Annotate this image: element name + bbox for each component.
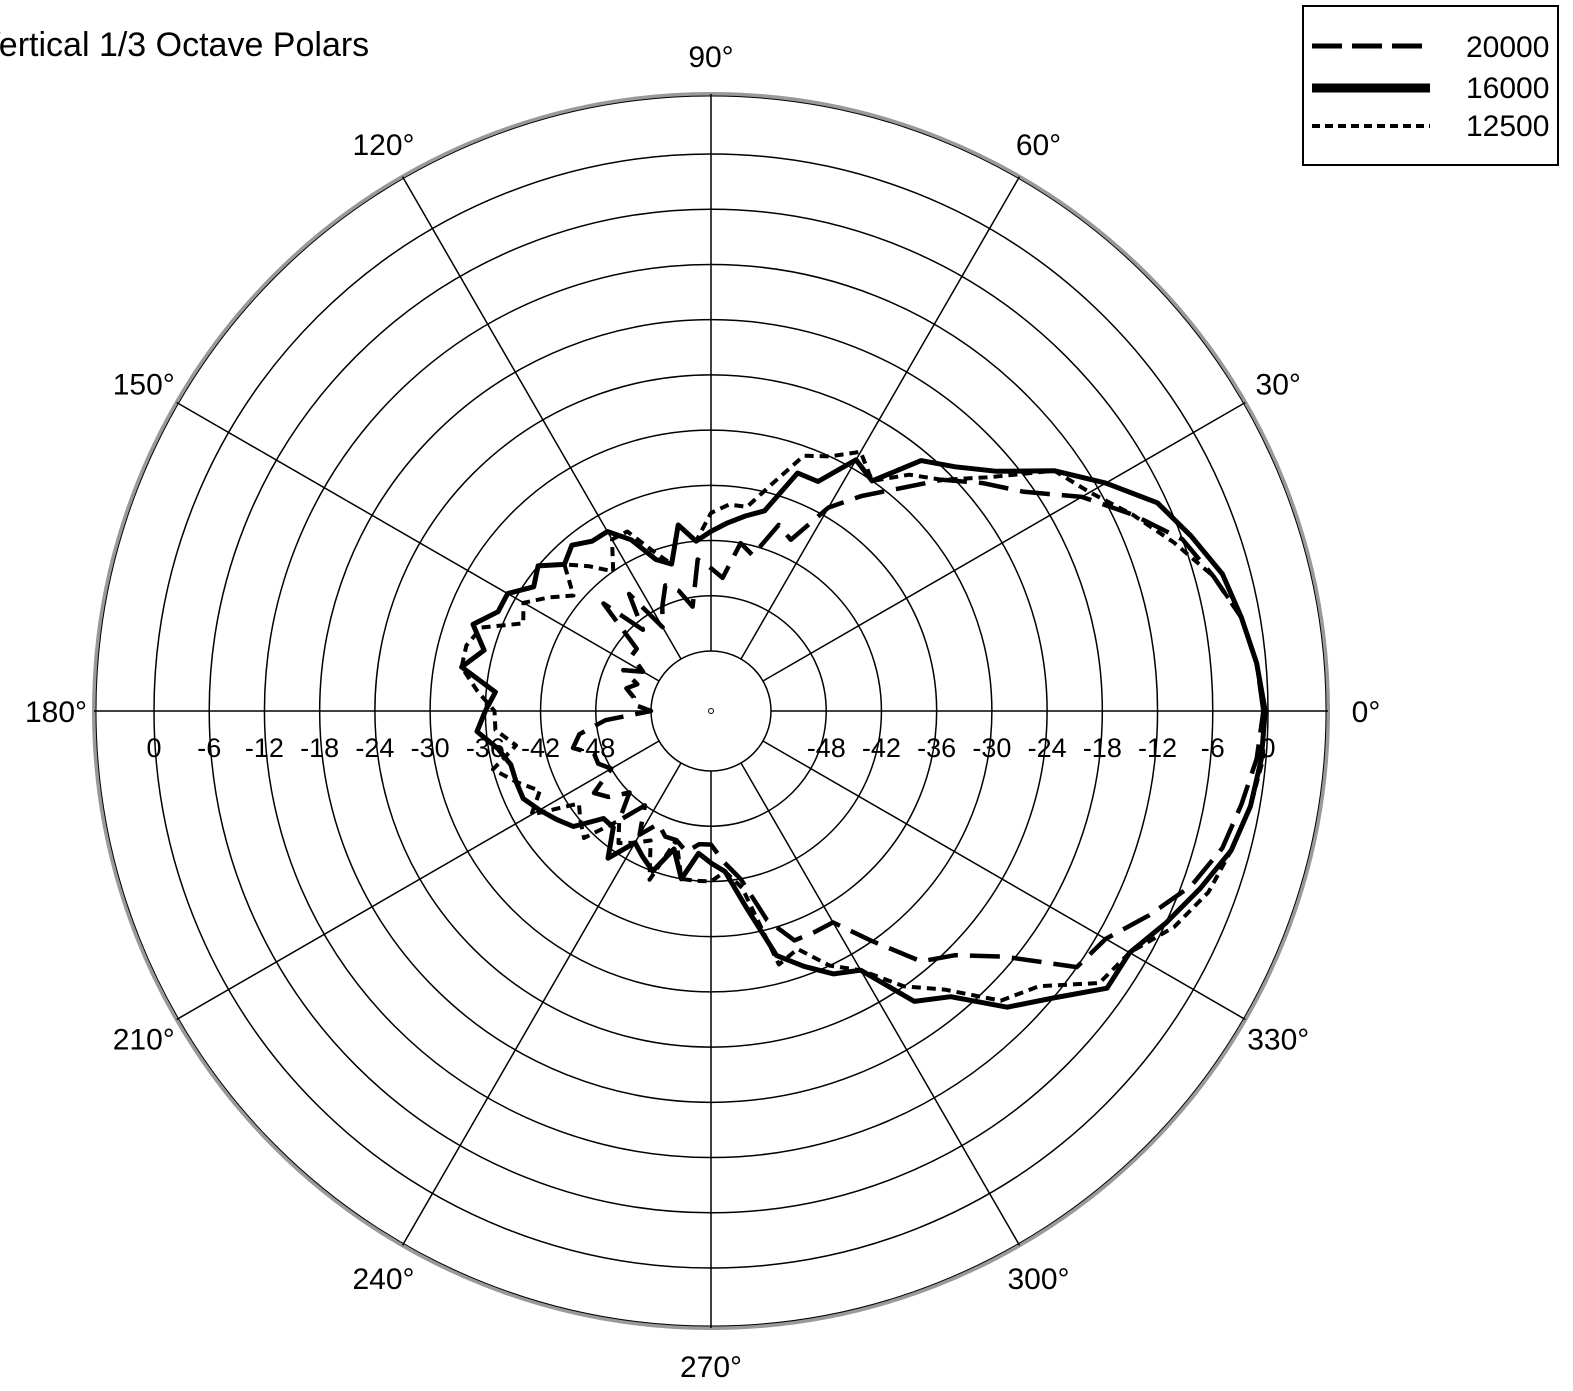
radial-tick-label: -24	[1028, 733, 1067, 763]
series-line-20000	[570, 477, 1266, 970]
radial-tick-label: -6	[197, 733, 221, 763]
angle-label: 120°	[352, 129, 414, 162]
angle-tick-labels: 0° 30° 60° 90° 120° 150° 180° 210° 240° 270° 300° 3…	[25, 41, 1380, 1384]
angle-label: 0°	[1352, 696, 1381, 729]
legend-label-16000: 16000	[1466, 72, 1549, 105]
radial-tick-label: -6	[1201, 733, 1225, 763]
angle-label: 180°	[25, 696, 87, 729]
radial-tick-label: -24	[355, 733, 394, 763]
grid-spoke	[176, 401, 660, 682]
radial-tick-label: -18	[300, 733, 339, 763]
grid-spoke	[740, 762, 1021, 1246]
series-layer	[459, 449, 1268, 1010]
angle-label: 210°	[113, 1024, 175, 1057]
grid-spoke	[762, 401, 1246, 682]
grid-spoke	[401, 176, 682, 660]
radial-tick-label: -30	[411, 733, 450, 763]
radial-tick-label: -30	[972, 733, 1011, 763]
angle-label: 300°	[1007, 1263, 1069, 1296]
grid-ring	[650, 650, 772, 772]
radial-tick-label: -18	[1083, 733, 1122, 763]
radial-tick-label: 0	[146, 733, 161, 763]
series-line-12500	[459, 449, 1266, 1003]
angle-label: 60°	[1016, 129, 1061, 162]
radial-tick-label: -42	[521, 733, 560, 763]
radial-tick-label: -12	[245, 733, 284, 763]
chart-title: Vertical 1/3 Octave Polars	[0, 26, 369, 64]
grid-spoke	[740, 176, 1021, 660]
radial-tick-label: -42	[862, 733, 901, 763]
legend-label-12500: 12500	[1466, 110, 1549, 143]
grid-spoke	[176, 740, 660, 1021]
grid-spoke	[762, 740, 1246, 1021]
polar-grid	[92, 92, 1330, 1330]
angle-label: 240°	[352, 1263, 414, 1296]
legend-label-20000: 20000	[1466, 31, 1549, 64]
angle-label: 270°	[680, 1351, 742, 1384]
radial-tick-labels: 0 0-6 -6-12 -12-18 -18-24 -24-30 -30-36 -36-42-…	[146, 733, 1275, 763]
radial-tick-label: -12	[1138, 733, 1177, 763]
angle-label: 30°	[1256, 369, 1301, 402]
radial-tick-label: -36	[917, 733, 956, 763]
radial-tick-label: -48	[807, 733, 846, 763]
angle-label: 330°	[1247, 1024, 1309, 1057]
angle-label: 150°	[113, 369, 175, 402]
legend: 20000 16000 12500	[1302, 5, 1559, 166]
angle-label: 90°	[688, 41, 733, 74]
center-dot	[708, 708, 714, 714]
